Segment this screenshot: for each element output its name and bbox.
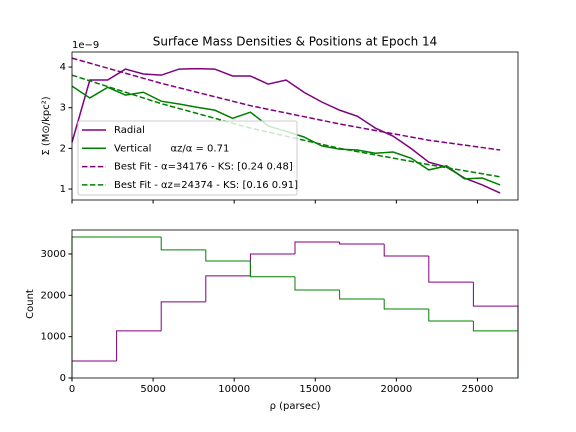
axes-frame — [71, 229, 519, 379]
y-tick-label: 1 — [60, 184, 66, 195]
legend-label: Vertical αz/α = 0.71 — [114, 143, 229, 154]
histogram-step — [116, 330, 162, 362]
histogram-step — [294, 276, 340, 291]
histogram-step — [472, 282, 519, 378]
line-series — [71, 67, 501, 194]
histogram-step — [428, 256, 474, 283]
legend-label: Best Fit - αz=24374 - KS: [0.16 0.91] — [114, 180, 298, 191]
x-tick-label: 0 — [69, 384, 75, 395]
x-tick-label: 25000 — [462, 384, 494, 395]
histogram-step — [160, 301, 206, 331]
y-tick-label: 3000 — [41, 249, 66, 260]
histogram-step — [205, 275, 251, 302]
histogram-step — [339, 241, 385, 245]
offset-text: 1e−9 — [72, 40, 99, 51]
legend-box — [77, 120, 298, 196]
x-tick-label: 15000 — [299, 384, 331, 395]
legend-label: Radial — [114, 125, 145, 136]
y-tick-label: 0 — [60, 373, 66, 384]
y-tick-label: 2 — [60, 143, 66, 154]
axes-frame — [71, 51, 519, 201]
y-tick-label: 1000 — [41, 332, 66, 343]
y-tick-label: 3 — [60, 103, 66, 114]
histogram-step — [472, 320, 519, 378]
y-axis-label: Count — [25, 289, 36, 319]
histogram-step — [294, 241, 340, 254]
x-tick-label: 5000 — [140, 384, 165, 395]
histogram-step — [249, 261, 295, 278]
histogram-step — [383, 299, 429, 310]
y-tick-label: 4 — [60, 62, 66, 73]
x-tick-label: 20000 — [380, 384, 412, 395]
histogram-step — [383, 244, 429, 257]
histogram-step — [249, 253, 295, 276]
histogram-step — [71, 360, 117, 378]
histogram-step — [71, 236, 117, 378]
line-series — [71, 57, 501, 151]
y-axis-label: Σ (M⊙/kpc²) — [41, 96, 52, 155]
x-axis-label: ρ (parsec) — [270, 401, 321, 412]
chart-title: Surface Mass Densities & Positions at Ep… — [153, 35, 438, 49]
histogram-step — [428, 308, 474, 322]
y-tick-label: 2000 — [41, 290, 66, 301]
legend-label: Best Fit - α=34176 - KS: [0.24 0.48] — [114, 162, 293, 173]
histogram-step — [339, 289, 385, 300]
histogram-step — [160, 237, 206, 251]
x-tick-label: 10000 — [218, 384, 250, 395]
histogram-step — [205, 249, 251, 262]
